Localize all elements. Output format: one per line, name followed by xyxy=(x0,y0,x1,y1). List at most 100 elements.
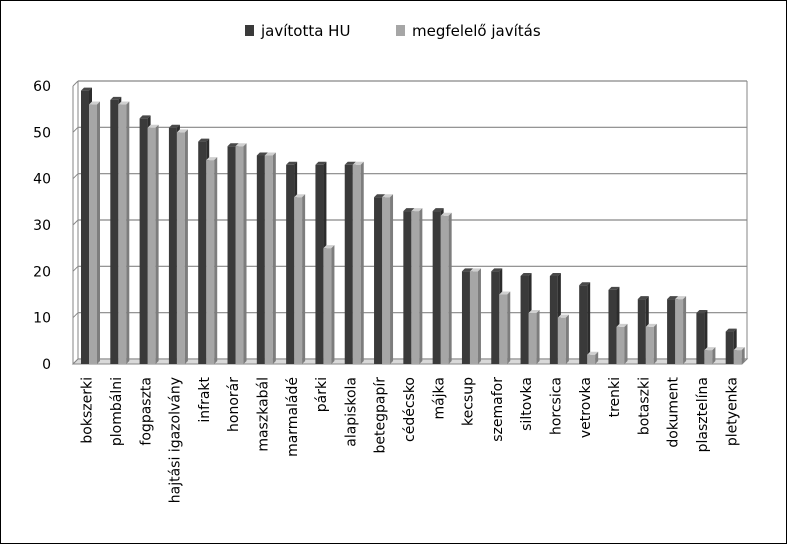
bar-top xyxy=(733,347,745,351)
bars xyxy=(81,87,745,365)
bar-top xyxy=(344,161,356,165)
x-tick-label: plasztelína xyxy=(695,377,711,452)
bar-front xyxy=(139,118,148,364)
x-tick-label: honorár xyxy=(226,377,242,432)
bar-top xyxy=(675,296,687,300)
bar-front xyxy=(235,146,244,364)
bar-front xyxy=(733,350,742,364)
x-tick-label: betegpapír xyxy=(373,377,389,454)
bar-megfelelo-22 xyxy=(704,347,716,364)
x-tick-label: infrakt xyxy=(197,376,213,422)
bar-megfelelo-5 xyxy=(206,157,218,364)
gridline-slant xyxy=(72,312,79,319)
bar-megfelelo-1 xyxy=(89,101,100,365)
bar-side xyxy=(741,347,745,364)
bar-front xyxy=(344,164,353,364)
x-tick-label: alapiskola xyxy=(343,377,359,447)
bar-megfelelo-10 xyxy=(352,161,364,364)
x-tick-label: dokument xyxy=(666,376,682,447)
bar-side xyxy=(595,351,599,364)
bar-side xyxy=(712,347,716,364)
bar-front xyxy=(704,350,713,364)
bar-front xyxy=(645,326,654,364)
x-tick-label: siltovka xyxy=(519,377,535,431)
bar-top xyxy=(704,347,716,351)
bar-top xyxy=(139,115,151,119)
x-tick-label: trenki xyxy=(607,377,623,417)
x-tick-label: párki xyxy=(314,377,330,412)
bar-side xyxy=(536,310,540,364)
bar-front xyxy=(491,271,500,364)
gridline-slant xyxy=(72,173,79,180)
x-tick-label: botaszki xyxy=(636,377,652,435)
bar-megfelelo-9 xyxy=(323,245,335,364)
bar-side xyxy=(419,208,423,364)
bar-side xyxy=(653,323,657,364)
bar-top xyxy=(587,351,599,355)
legend: javította HU megfelelő javítás xyxy=(245,22,541,40)
bar-front xyxy=(725,331,734,364)
bar-front xyxy=(89,104,97,365)
legend-label-1: javította HU xyxy=(260,22,350,40)
bar-top xyxy=(549,272,561,276)
bar-top xyxy=(440,212,452,216)
x-axis-labels: bokszerki plombálni fogpaszta hajtási igazo… xyxy=(80,376,741,503)
bar-front xyxy=(168,127,177,364)
bar-top xyxy=(403,208,415,212)
bar-front xyxy=(616,326,625,364)
gridline-slant xyxy=(72,126,79,133)
bar-front xyxy=(315,164,324,364)
bar-top xyxy=(645,323,657,327)
bar-side xyxy=(126,101,130,365)
bar-front xyxy=(81,90,89,364)
bar-top xyxy=(608,286,620,290)
bar-front xyxy=(176,132,185,364)
bar-front xyxy=(528,313,537,364)
bar-front xyxy=(499,294,508,364)
bar-front xyxy=(256,155,265,364)
bar-front xyxy=(469,271,478,364)
bar-megfelelo-20 xyxy=(645,323,657,364)
bar-top xyxy=(168,124,180,128)
bar-side xyxy=(683,296,687,364)
y-tick-label: 50 xyxy=(33,125,51,141)
legend-label-2: megfelelő javítás xyxy=(412,22,541,40)
bar-top xyxy=(227,143,239,147)
bar-megfelelo-17 xyxy=(557,314,569,364)
bar-front xyxy=(352,164,361,364)
bar-top xyxy=(89,101,100,105)
legend-swatch-2 xyxy=(396,25,405,36)
bar-top xyxy=(264,152,276,156)
bar-top xyxy=(520,272,532,276)
x-tick-label: fogpaszta xyxy=(138,377,154,446)
bar-front xyxy=(411,211,420,364)
bar-top xyxy=(491,268,503,272)
bar-side xyxy=(448,212,452,364)
bar-megfelelo-14 xyxy=(469,268,481,364)
bar-side xyxy=(360,161,364,364)
bar-side xyxy=(587,282,591,364)
bar-front xyxy=(675,299,684,364)
bar-top xyxy=(110,96,122,100)
bar-top xyxy=(557,314,569,318)
bar-top xyxy=(118,101,130,105)
bar-front xyxy=(110,99,119,365)
bar-front xyxy=(323,248,332,364)
x-tick-label: maszkabál xyxy=(255,377,271,452)
bar-front xyxy=(286,164,295,364)
bar-side xyxy=(507,291,511,364)
bar-side xyxy=(624,323,628,364)
y-tick-label: 60 xyxy=(33,79,51,95)
bar-top xyxy=(499,291,511,295)
bar-top xyxy=(411,208,423,212)
x-tick-label: bokszerki xyxy=(80,377,96,444)
bar-top xyxy=(461,268,473,272)
x-tick-label: marmaládé xyxy=(285,377,301,457)
bar-side xyxy=(477,268,481,364)
legend-swatch-1 xyxy=(245,25,254,36)
bar-front xyxy=(206,160,215,364)
bar-front xyxy=(637,299,646,364)
bar-front xyxy=(696,313,705,364)
bar-front xyxy=(557,317,566,364)
